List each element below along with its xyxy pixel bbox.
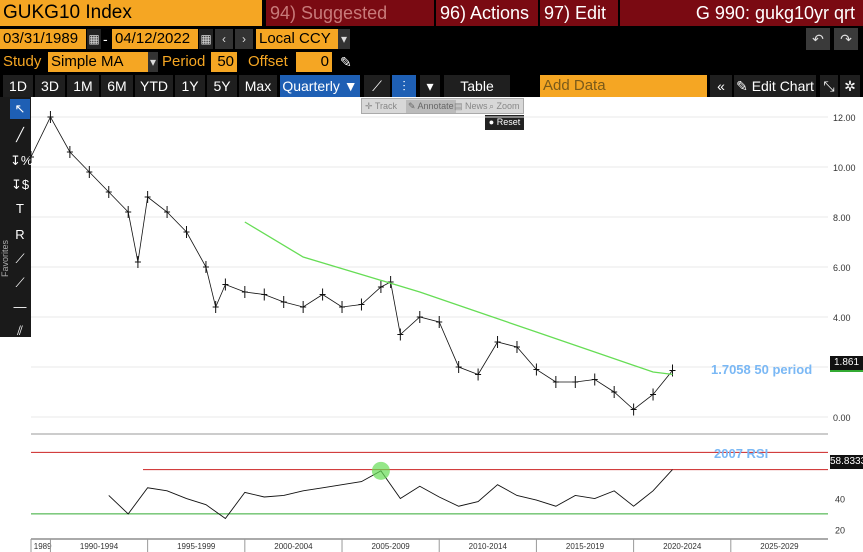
channel-icon[interactable]: ⫽ <box>17 323 23 338</box>
period-1d[interactable]: 1D <box>3 75 33 97</box>
bar-chart-icon[interactable]: ⫶ <box>392 75 416 97</box>
x-axis-label: 2025-2029 <box>760 542 799 551</box>
annotate-label: Annotate <box>417 101 454 111</box>
x-axis-label: 2010-2014 <box>469 542 508 551</box>
table-button[interactable]: Table <box>444 75 510 97</box>
zoom-label: Zoom <box>496 101 520 111</box>
news-label: News <box>465 101 488 111</box>
add-data-input[interactable]: Add Data <box>540 75 707 97</box>
rsi-annotation: 2007 RSI <box>714 446 769 461</box>
calendar-icon[interactable]: ▦ <box>87 29 101 49</box>
x-axis-label: 1995-1999 <box>177 542 216 551</box>
track-button[interactable]: ✛ Track <box>365 101 398 111</box>
period-label: Period <box>162 53 206 70</box>
y-tick-label: 10.00 <box>833 163 856 173</box>
offset-input[interactable]: 0 <box>296 52 332 72</box>
x-axis-label: 2000-2004 <box>274 542 313 551</box>
y-tick-label: 0.00 <box>833 413 851 423</box>
edit-chart-label: Edit Chart <box>751 78 814 94</box>
rsi-line <box>108 469 673 520</box>
undo-icon[interactable]: ↶ <box>806 28 830 50</box>
annotate-button[interactable]: ✎ Annotate <box>406 100 456 113</box>
edit-button[interactable]: 97) Edit <box>540 0 618 26</box>
rsi-highlight-circle <box>371 461 390 480</box>
x-axis-label: 1990-1994 <box>80 542 119 551</box>
trend-icon[interactable]: ⟋ <box>15 251 25 266</box>
line-chart-icon[interactable]: ⟋ <box>364 75 390 97</box>
line-draw-icon[interactable]: ╱ <box>16 127 24 142</box>
actions-button[interactable]: 96) Actions <box>436 0 538 26</box>
pencil-icon[interactable]: ✎ <box>340 54 352 70</box>
x-axis-label: 2015-2019 <box>566 542 605 551</box>
period-5y[interactable]: 5Y <box>207 75 237 97</box>
frequency-select[interactable]: Quarterly ▼ <box>280 75 360 97</box>
x-axis-label: 1989 <box>34 542 52 551</box>
zoom-button[interactable]: ⌕ Zoom <box>489 101 520 111</box>
date-separator: - <box>103 31 108 47</box>
chevron-down-icon[interactable]: ▾ <box>148 52 158 72</box>
x-axis-label: 2005-2009 <box>371 542 410 551</box>
reset-label: Reset <box>496 117 521 127</box>
reset-icon: ● <box>488 117 497 127</box>
end-date-input[interactable]: 04/12/2022 <box>112 29 198 49</box>
trend-points-icon[interactable]: ⟋ <box>15 275 25 290</box>
chart-area[interactable] <box>0 97 863 552</box>
y-tick-label: 8.00 <box>833 213 851 223</box>
y-tick-label: 6.00 <box>833 263 851 273</box>
gear-icon[interactable]: ✲ <box>840 75 860 97</box>
cursor-icon[interactable]: ↖ <box>10 99 30 119</box>
chevron-down-icon[interactable]: ▾ <box>420 75 440 97</box>
track-label: Track <box>374 101 398 111</box>
y-tick-label: 4.00 <box>833 313 851 323</box>
prev-arrow-icon[interactable]: ‹ <box>215 29 233 49</box>
rsi-last-badge: 58.8333 <box>830 455 863 469</box>
period-3d[interactable]: 3D <box>35 75 65 97</box>
period-ytd[interactable]: YTD <box>135 75 173 97</box>
study-label: Study <box>3 53 42 70</box>
period-1y[interactable]: 1Y <box>175 75 205 97</box>
start-date-input[interactable]: 03/31/1989 <box>0 29 86 49</box>
study-type-select[interactable]: Simple MA <box>48 52 148 72</box>
horizontal-line-icon[interactable]: — <box>13 299 27 314</box>
rsi-tick-label: 40 <box>835 495 845 505</box>
pencil-icon: ✎ <box>736 78 752 94</box>
chart-title: G 990: gukg10yr qrt <box>620 0 863 26</box>
calendar-icon[interactable]: ▦ <box>199 29 213 49</box>
currency-select[interactable]: Local CCY <box>256 29 338 49</box>
last-price-badge: 1.861 <box>830 356 863 372</box>
collapse-icon[interactable]: « <box>710 75 732 97</box>
period-max[interactable]: Max <box>239 75 277 97</box>
price-line <box>30 116 673 411</box>
x-axis-label: 2020-2024 <box>663 542 702 551</box>
chart-mode-popup: ✛ Track ✎ Annotate ▤ News ⌕ Zoom <box>361 98 524 114</box>
suggested-charts-button[interactable]: 94) Suggested Charts <box>266 0 434 49</box>
ma-line <box>244 221 673 376</box>
next-arrow-icon[interactable]: › <box>235 29 253 49</box>
chevron-down-icon[interactable]: ▾ <box>338 29 350 49</box>
y-tick-label: 12.00 <box>833 113 856 123</box>
redo-icon[interactable]: ↷ <box>834 28 858 50</box>
actions-label: 96) Actions <box>440 3 530 23</box>
percent-change-icon[interactable]: ↧% <box>10 153 33 168</box>
period-1m[interactable]: 1M <box>67 75 99 97</box>
price-change-icon[interactable]: ↧$ <box>10 177 30 192</box>
regression-icon[interactable]: R <box>15 227 25 242</box>
security-field[interactable]: GUKG10 Index <box>0 0 262 26</box>
offset-label: Offset <box>248 53 288 70</box>
ma-label: 1.7058 50 period <box>711 362 813 377</box>
edit-chart-button[interactable]: ✎ Edit Chart <box>734 75 816 97</box>
edit-label: 97) Edit <box>544 3 607 23</box>
text-tool-icon[interactable]: T <box>16 201 24 216</box>
period-input[interactable]: 50 <box>211 52 237 72</box>
resize-icon[interactable]: ⤡ <box>820 75 838 97</box>
drawing-toolbar: ↖ ╱ ↧% ↧$ T R ⟋ ⟋ — ⫽ Favorites <box>0 97 33 338</box>
news-button[interactable]: ▤ News <box>454 101 488 111</box>
rsi-tick-label: 20 <box>835 525 845 535</box>
reset-button[interactable]: ● Reset <box>485 115 524 130</box>
period-6m[interactable]: 6M <box>101 75 133 97</box>
